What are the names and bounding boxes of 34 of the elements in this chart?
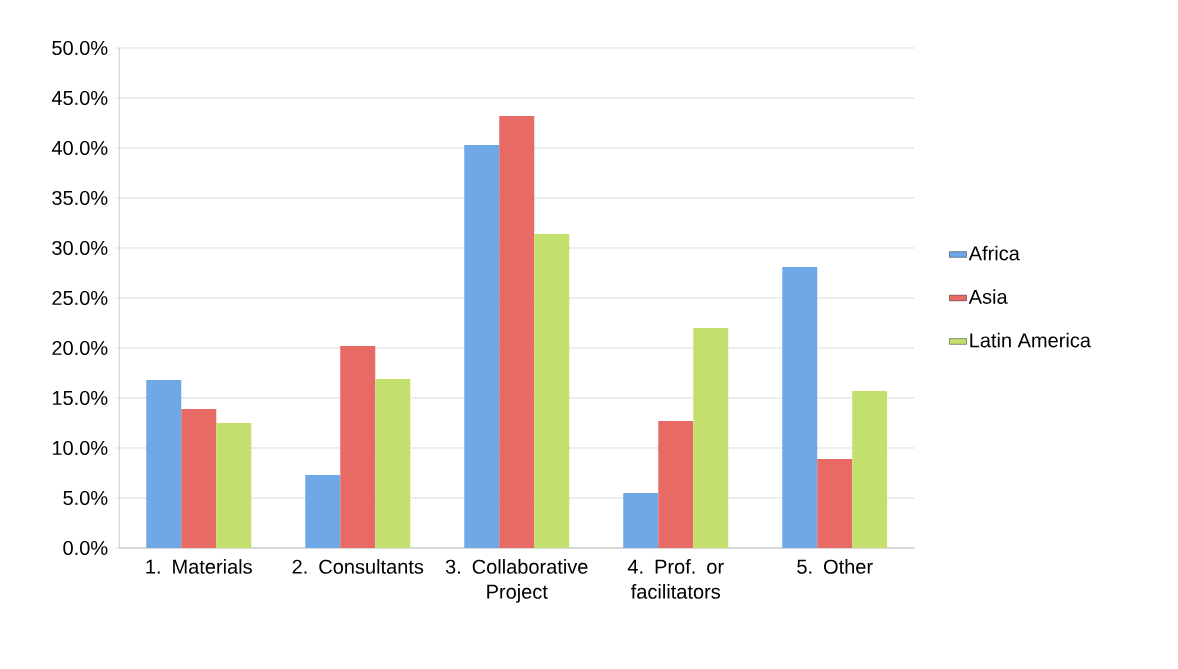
y-tick-label: 25.0% (52, 290, 108, 306)
y-tick-label: 20.0% (52, 340, 108, 356)
bar (693, 327, 729, 548)
y-tick-label: 10.0% (52, 440, 108, 456)
legend-label: Latin America (970, 332, 1091, 348)
bar (534, 233, 570, 548)
bar (340, 345, 376, 548)
x-tick-label: 1. Materials (146, 559, 252, 574)
y-tick-label: 35.0% (52, 190, 108, 206)
x-tick-label: 3. Collaborative Project (445, 559, 588, 603)
bar (782, 266, 818, 548)
y-tick-label: 0.0% (63, 540, 108, 556)
bar (181, 408, 217, 548)
bar (216, 422, 252, 548)
x-tick-label: 5. Other (797, 559, 873, 574)
y-tick-label: 40.0% (51, 140, 108, 156)
bar (817, 458, 853, 548)
y-tick-label: 45.0% (51, 90, 108, 106)
y-tick-label: 30.0% (52, 240, 108, 256)
x-tick-label: 2. Consultants (292, 559, 424, 574)
bar (623, 492, 659, 548)
y-tick-label: 50.0% (52, 40, 108, 56)
legend-label: Africa (968, 245, 1020, 261)
bar (464, 144, 500, 548)
bar (499, 115, 535, 548)
legend-label: Asia (968, 289, 1008, 304)
bar (375, 378, 411, 548)
bar (146, 379, 182, 548)
y-tick-label: 5.0% (63, 490, 108, 506)
y-tick-label: 15.0% (52, 390, 108, 406)
bar (852, 390, 888, 548)
x-tick-label: 4. Prof. or facilitators (627, 559, 724, 599)
bar (305, 474, 341, 548)
bar (658, 420, 694, 548)
